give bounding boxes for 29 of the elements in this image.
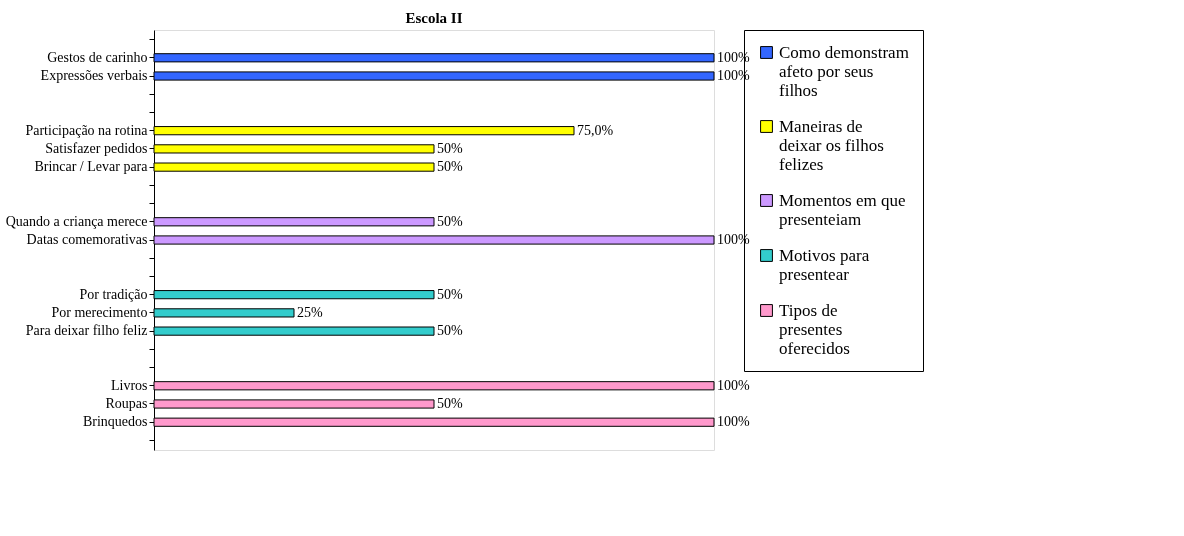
data-label: 50%	[437, 159, 463, 175]
legend-label: Tipos de presentes oferecidos	[779, 300, 850, 358]
data-label: 50%	[437, 140, 463, 156]
y-tick-label: Brinquedos	[82, 414, 148, 430]
data-label: 50%	[437, 213, 463, 229]
data-label: 50%	[437, 323, 463, 339]
data-label: 100%	[717, 377, 750, 393]
y-tick-label: Satisfazer pedidos	[45, 140, 148, 156]
y-tick-label: Expressões verbais	[40, 68, 148, 84]
data-label: 50%	[437, 395, 463, 411]
y-tick-label: Quando a criança merece	[5, 213, 148, 229]
legend-label: Maneiras de deixar os filhos felizes	[779, 116, 884, 174]
chart-title: Escola II	[405, 9, 463, 26]
legend-label: Momentos em que presenteiam	[779, 190, 906, 229]
y-tick-label: Roupas	[105, 395, 148, 411]
y-tick-label: Livros	[110, 377, 148, 393]
legend-label: Como demonstram afeto por seus filhos	[779, 42, 909, 100]
legend-label: Motivos para presentear	[779, 245, 870, 284]
y-tick-label: Participação na rotina	[25, 122, 149, 138]
data-label: 50%	[437, 286, 463, 302]
y-tick-label: Para deixar filho feliz	[25, 323, 148, 339]
y-tick-label: Datas comemorativas	[26, 232, 148, 247]
y-tick-label: Gestos de carinho	[47, 49, 148, 65]
data-label: 75,0%	[577, 122, 614, 138]
data-label: 100%	[717, 414, 750, 430]
data-label: 25%	[297, 304, 323, 320]
y-tick-label: Por merecimento	[51, 304, 148, 320]
y-tick-label: Brincar / Levar para	[34, 159, 149, 175]
y-tick-label: Por tradição	[79, 286, 148, 302]
